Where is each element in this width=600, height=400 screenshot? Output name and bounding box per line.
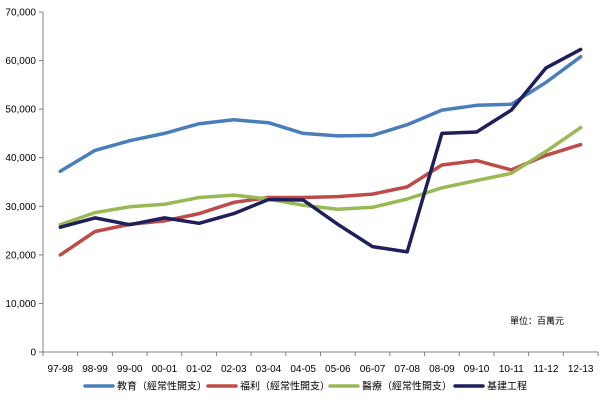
- x-tick-label: 97-98: [48, 364, 74, 375]
- x-axis-ticks: 97-98 98-99 99-00 00-01 01-02 02-03 03-04 04-05…: [42, 352, 599, 375]
- legend: 教育（經常性開支） 福利（經常性開支） 醫療（經常性開支） 基建工程: [83, 380, 527, 393]
- legend-item: 基建工程: [453, 380, 527, 393]
- x-tick-label: 08-09: [429, 364, 455, 375]
- x-tick-label: 00-01: [152, 364, 178, 375]
- y-tick-label: 10,000: [5, 299, 36, 310]
- legend-item: 醫療（經常性開支）: [328, 380, 452, 393]
- legend-label: 醫療（經常性開支）: [362, 380, 452, 393]
- x-tick-label: 01-02: [186, 364, 212, 375]
- series-lines: [58, 47, 583, 257]
- y-tick-label: 30,000: [5, 202, 36, 213]
- series-line-4: [58, 47, 583, 254]
- x-tick-label: 99-00: [117, 364, 143, 375]
- x-tick-label: 10-11: [499, 364, 524, 375]
- y-tick-label: 50,000: [5, 105, 36, 116]
- series-line-3: [58, 125, 583, 227]
- series-line-2: [58, 142, 583, 257]
- x-tick-label: 03-04: [256, 364, 282, 375]
- legend-item: 教育（經常性開支）: [83, 380, 207, 393]
- y-tick-label: 60,000: [5, 56, 36, 67]
- x-tick-label: 04-05: [290, 364, 316, 375]
- y-tick-label: 70,000: [5, 8, 36, 19]
- x-tick-label: 11-12: [534, 364, 559, 375]
- legend-label: 基建工程: [487, 380, 527, 393]
- y-tick-label: 0: [30, 348, 36, 359]
- x-tick-label: 02-03: [221, 364, 247, 375]
- unit-note: 單位：百萬元: [510, 315, 564, 327]
- x-tick-label: 06-07: [360, 364, 386, 375]
- legend-item: 福利（經常性開支）: [206, 380, 330, 393]
- y-tick-label: 40,000: [5, 153, 36, 164]
- x-tick-label: 98-99: [82, 364, 108, 375]
- x-tick-label: 07-08: [394, 364, 420, 375]
- y-tick-label: 20,000: [5, 250, 36, 261]
- y-axis-ticks: 0 10,000 20,000 30,000 40,000 50,000 60,000 70,…: [5, 8, 43, 359]
- x-tick-label: 05-06: [325, 364, 351, 375]
- legend-label: 教育（經常性開支）: [117, 380, 207, 393]
- x-tick-label: 09-10: [464, 364, 490, 375]
- x-tick-label: 12-13: [568, 364, 594, 375]
- series-line-1: [58, 54, 583, 174]
- legend-label: 福利（經常性開支）: [240, 380, 330, 393]
